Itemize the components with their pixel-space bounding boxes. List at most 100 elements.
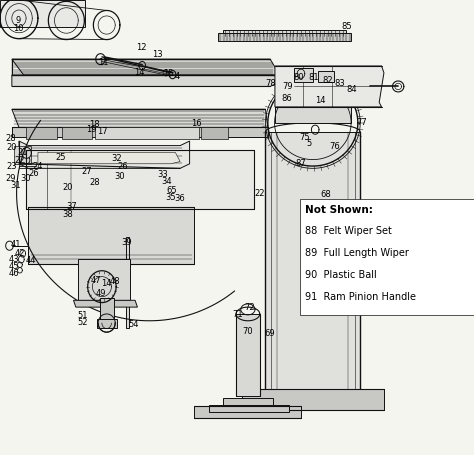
Text: 19: 19 — [86, 125, 97, 134]
Text: 36: 36 — [174, 194, 184, 203]
Bar — [126, 237, 129, 328]
Text: 32: 32 — [111, 154, 122, 163]
Text: 84: 84 — [346, 85, 357, 94]
Text: 43: 43 — [9, 255, 19, 264]
Text: 24: 24 — [33, 162, 43, 171]
Bar — [28, 207, 194, 264]
Text: 71: 71 — [233, 310, 243, 319]
Text: 20: 20 — [7, 143, 17, 152]
Text: 81: 81 — [308, 73, 319, 82]
Text: 33: 33 — [157, 170, 168, 179]
Text: 76: 76 — [329, 142, 340, 151]
Text: 87: 87 — [295, 159, 306, 168]
Text: 17: 17 — [97, 127, 108, 136]
Bar — [265, 132, 360, 396]
Text: 88  Felt Wiper Set: 88 Felt Wiper Set — [305, 226, 392, 236]
Text: 89  Full Length Wiper: 89 Full Length Wiper — [305, 248, 409, 258]
Polygon shape — [26, 127, 57, 139]
Text: 79: 79 — [282, 82, 292, 91]
Text: 13: 13 — [153, 50, 163, 59]
Text: 16: 16 — [191, 119, 202, 128]
Text: 20: 20 — [62, 183, 73, 192]
Polygon shape — [201, 127, 228, 139]
Polygon shape — [12, 109, 268, 127]
Text: 75: 75 — [300, 133, 310, 142]
Bar — [258, 389, 367, 396]
Polygon shape — [12, 75, 280, 86]
Bar — [26, 150, 254, 209]
Text: 80: 80 — [293, 73, 304, 82]
Text: 44: 44 — [26, 256, 36, 265]
Text: 14: 14 — [134, 68, 145, 77]
Text: 77: 77 — [357, 118, 367, 127]
Text: 46: 46 — [9, 268, 19, 278]
Text: 70: 70 — [242, 327, 253, 336]
Bar — [100, 298, 114, 323]
Text: 68: 68 — [321, 190, 331, 199]
Bar — [194, 406, 301, 418]
Text: 27: 27 — [81, 167, 91, 176]
Text: 10: 10 — [13, 24, 23, 33]
Text: 12: 12 — [136, 43, 146, 52]
Text: 28: 28 — [5, 134, 16, 143]
Text: 37: 37 — [66, 202, 77, 211]
Polygon shape — [223, 398, 273, 405]
Text: 85: 85 — [341, 22, 352, 31]
Text: 45: 45 — [9, 262, 19, 271]
Text: 21: 21 — [18, 148, 28, 157]
Polygon shape — [209, 405, 289, 412]
Text: 22: 22 — [255, 189, 265, 198]
Text: 38: 38 — [63, 210, 73, 219]
Text: 51: 51 — [78, 311, 88, 320]
Text: 18: 18 — [90, 120, 100, 129]
Bar — [97, 318, 117, 328]
Text: 14: 14 — [101, 279, 111, 288]
Polygon shape — [73, 300, 137, 307]
Text: 72: 72 — [245, 303, 255, 312]
FancyBboxPatch shape — [300, 199, 474, 315]
Text: 48: 48 — [110, 277, 120, 286]
Polygon shape — [12, 127, 268, 136]
Bar — [294, 68, 313, 82]
Text: 34: 34 — [162, 177, 172, 186]
Text: 69: 69 — [265, 329, 275, 338]
Text: 86: 86 — [282, 94, 292, 103]
Polygon shape — [274, 101, 351, 123]
Polygon shape — [95, 127, 199, 139]
Text: 47: 47 — [91, 276, 101, 285]
Bar — [236, 314, 260, 396]
Polygon shape — [0, 0, 85, 27]
Text: 54: 54 — [128, 320, 139, 329]
Polygon shape — [275, 66, 384, 107]
Polygon shape — [14, 146, 31, 164]
Text: 4: 4 — [174, 72, 180, 81]
Bar — [242, 389, 384, 410]
Bar — [223, 30, 346, 36]
Text: 23: 23 — [7, 162, 17, 171]
Bar — [318, 71, 334, 82]
Polygon shape — [12, 59, 280, 75]
Text: 26: 26 — [29, 169, 39, 178]
Text: 82: 82 — [323, 76, 333, 85]
Text: 9: 9 — [15, 15, 21, 25]
Text: 30: 30 — [115, 172, 125, 181]
Bar — [218, 33, 351, 41]
Text: 11: 11 — [98, 58, 109, 67]
Text: 35: 35 — [165, 192, 175, 202]
Text: 31: 31 — [10, 181, 21, 190]
Bar — [78, 259, 130, 300]
Text: 65: 65 — [167, 186, 177, 195]
Text: 14: 14 — [315, 96, 326, 105]
Polygon shape — [62, 127, 92, 139]
Text: 91  Ram Pinion Handle: 91 Ram Pinion Handle — [305, 292, 416, 302]
Polygon shape — [19, 141, 190, 168]
Text: 30: 30 — [20, 174, 31, 183]
Text: 90  Plastic Ball: 90 Plastic Ball — [305, 270, 376, 280]
Text: 29: 29 — [5, 174, 16, 183]
Text: 78: 78 — [265, 79, 275, 88]
Text: 5: 5 — [306, 139, 311, 148]
Text: 25: 25 — [55, 153, 66, 162]
Text: 28: 28 — [90, 178, 100, 187]
Text: 42: 42 — [15, 249, 25, 258]
Text: Not Shown:: Not Shown: — [305, 205, 373, 215]
